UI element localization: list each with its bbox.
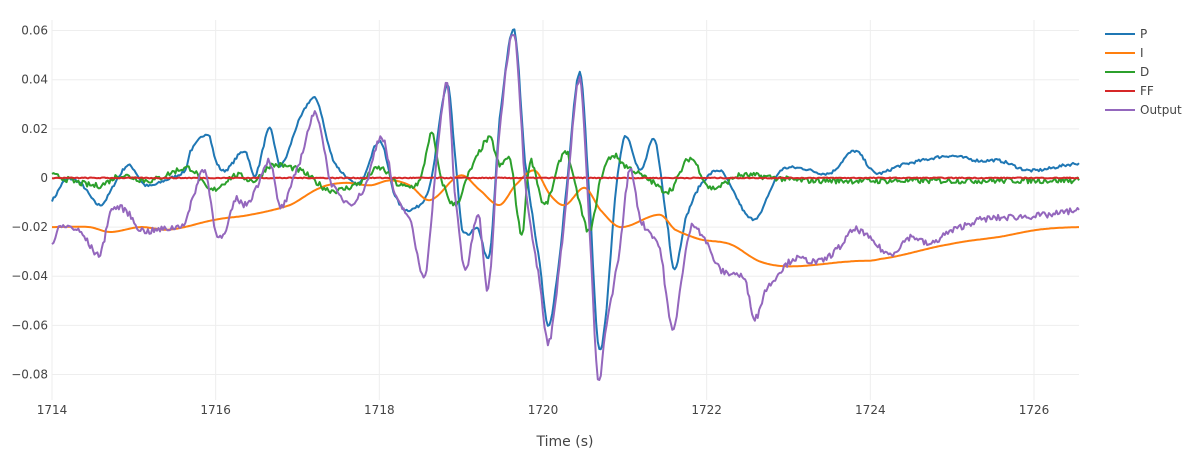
- legend-item-d[interactable]: D: [1105, 65, 1149, 79]
- legend-item-ff[interactable]: FF: [1105, 84, 1154, 98]
- legend-label: P: [1140, 27, 1147, 41]
- y-tick-label: 0: [40, 171, 48, 185]
- plot-area[interactable]: [51, 28, 1080, 381]
- y-tick-label: 0.04: [21, 73, 48, 87]
- legend-label: D: [1140, 65, 1149, 79]
- x-tick-label: 1726: [1019, 403, 1050, 417]
- x-tick-label: 1720: [528, 403, 559, 417]
- series-line-d: [51, 131, 1080, 236]
- x-tick-label: 1724: [855, 403, 886, 417]
- x-tick-label: 1722: [691, 403, 722, 417]
- y-tick-label: −0.04: [11, 269, 48, 283]
- x-tick-label: 1716: [200, 403, 231, 417]
- legend-label: Output: [1140, 103, 1182, 117]
- legend-label: I: [1140, 46, 1144, 60]
- legend-item-output[interactable]: Output: [1105, 103, 1182, 117]
- x-axis-title: Time (s): [536, 434, 594, 450]
- x-axis-ticks: 1714 1716 1718 1720 1722 1724 1726: [37, 403, 1050, 417]
- x-tick-label: 1714: [37, 403, 68, 417]
- legend-item-p[interactable]: P: [1105, 27, 1147, 41]
- legend-item-i[interactable]: I: [1105, 46, 1144, 60]
- y-tick-label: 0.02: [21, 122, 48, 136]
- series-line-ff: [51, 176, 1080, 180]
- y-tick-label: −0.02: [11, 220, 48, 234]
- series-line-p: [51, 28, 1080, 351]
- y-tick-label: −0.06: [11, 318, 48, 332]
- legend: PID FF Output: [1105, 27, 1182, 117]
- y-axis-ticks: 0.06 0.04 0.02 0 −0.02 −0.04 −0.06 −0.08: [11, 24, 48, 382]
- legend-label: FF: [1140, 84, 1154, 98]
- series-line-output: [51, 34, 1080, 381]
- x-tick-label: 1718: [364, 403, 395, 417]
- y-tick-label: 0.06: [21, 24, 48, 38]
- y-tick-label: −0.08: [11, 367, 48, 381]
